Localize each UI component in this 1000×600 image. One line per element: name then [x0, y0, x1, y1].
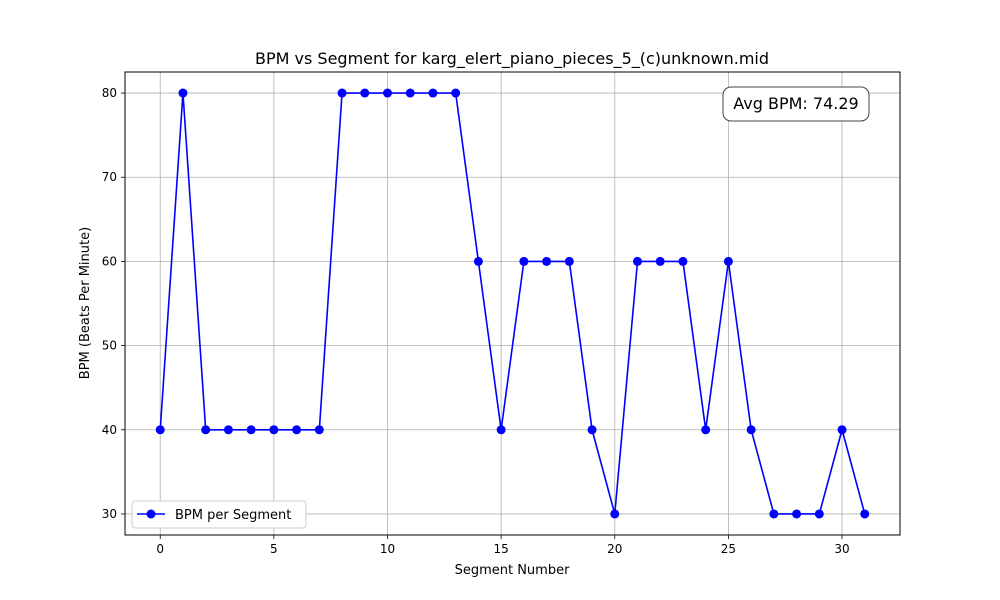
- x-tick-label: 30: [834, 542, 849, 556]
- data-point: [701, 425, 711, 435]
- data-point: [360, 88, 370, 98]
- y-tick-label: 50: [102, 339, 117, 353]
- y-tick-label: 80: [102, 86, 117, 100]
- x-tick-label: 20: [607, 542, 622, 556]
- y-axis-label: BPM (Beats Per Minute): [78, 227, 93, 379]
- data-point: [519, 256, 529, 266]
- data-point: [610, 509, 620, 519]
- plot-frame: [124, 71, 901, 536]
- data-point: [451, 88, 461, 98]
- y-tick-label: 60: [102, 254, 117, 268]
- legend-box: [131, 500, 307, 529]
- data-point: [201, 425, 211, 435]
- data-point: [428, 88, 438, 98]
- data-point: [860, 509, 870, 519]
- data-point: [246, 425, 256, 435]
- x-tick-label: 15: [493, 542, 508, 556]
- data-point: [155, 425, 165, 435]
- avg-bpm-annotation: Avg BPM: 74.29: [722, 86, 870, 122]
- x-axis-ticks: 0 5 10 15 20 25 30: [156, 535, 850, 556]
- x-tick-label: 0: [156, 542, 164, 556]
- data-point: [837, 425, 847, 435]
- data-point: [814, 509, 824, 519]
- y-tick-label: 70: [102, 170, 117, 184]
- avg-bpm-text: Avg BPM: 74.29: [733, 94, 858, 113]
- data-point: [678, 256, 688, 266]
- x-axis-label: Segment Number: [455, 563, 571, 578]
- data-point: [496, 425, 506, 435]
- x-tick-label: 25: [721, 542, 736, 556]
- data-point: [383, 88, 392, 98]
- y-axis-ticks: 30 40 50 60 70 80: [102, 86, 125, 521]
- data-point: [269, 425, 279, 435]
- data-point: [178, 88, 188, 98]
- x-tick-label: 5: [270, 542, 278, 556]
- data-point: [792, 509, 802, 519]
- data-point: [314, 425, 324, 435]
- legend-marker-swatch: [146, 509, 156, 519]
- series-layer: [155, 88, 870, 519]
- y-tick-label: 40: [102, 423, 117, 437]
- data-point: [769, 509, 779, 519]
- data-point: [405, 88, 415, 98]
- data-point: [723, 256, 733, 266]
- legend: BPM per Segment: [131, 500, 307, 529]
- data-point: [633, 256, 642, 266]
- data-point: [223, 425, 233, 435]
- data-point: [655, 256, 665, 266]
- y-tick-label: 30: [102, 507, 117, 521]
- data-point: [746, 425, 756, 435]
- data-point: [292, 425, 302, 435]
- data-point: [564, 256, 574, 266]
- data-point: [473, 256, 483, 266]
- x-tick-label: 10: [380, 542, 395, 556]
- chart-title: BPM vs Segment for karg_elert_piano_piec…: [255, 49, 769, 69]
- annotation-box: [722, 86, 870, 122]
- data-point: [542, 256, 552, 266]
- legend-label: BPM per Segment: [175, 508, 291, 523]
- data-point: [587, 425, 597, 435]
- data-point: [337, 88, 347, 98]
